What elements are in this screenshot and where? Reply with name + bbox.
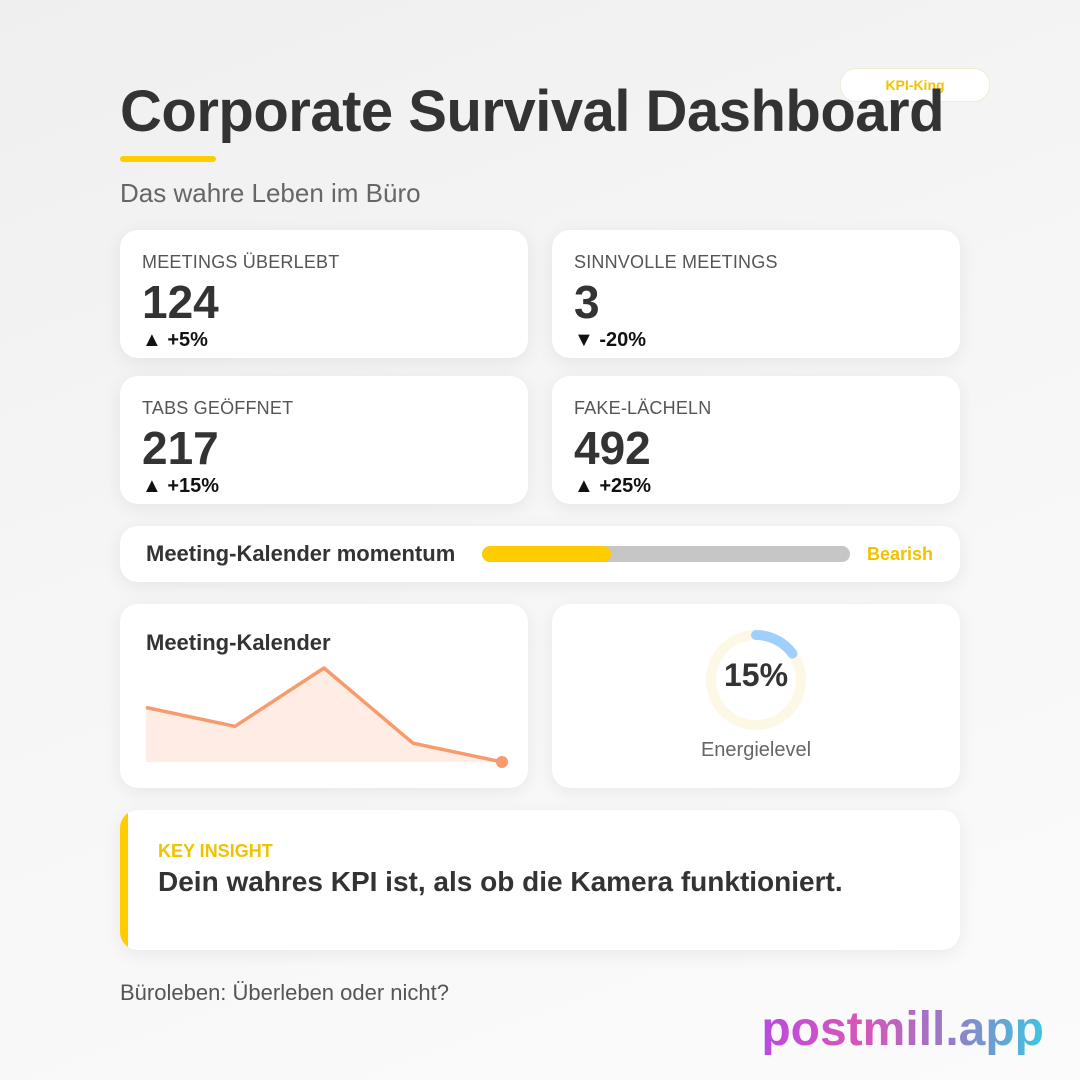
footer-text: Büroleben: Überleben oder nicht? [120,980,450,1005]
gauge-arc [706,630,806,730]
title-underline [120,156,216,162]
kpi-king-badge: KPI-King [840,68,990,102]
sparkline-area [146,668,502,762]
insight-text: Dein wahres KPI ist, als ob die Kamera f… [158,866,843,897]
kpi-value: 124 [142,276,219,328]
momentum-status: Bearish [866,544,933,564]
gauge-value: 15% [723,657,789,693]
energy-gauge-card: 15% Energielevel [552,604,960,788]
kpi-value: 3 [574,276,600,328]
momentum-card: Meeting-Kalender momentum Bearish [120,526,960,582]
kpi-label: SINNVOLLE MEETINGS [574,252,778,272]
kpi-card-meetings-survived: MEETINGS ÜBERLEBT 124 ▲ +5% [120,230,528,358]
sparkline-line [145,666,503,764]
kpi-label: MEETINGS ÜBERLEBT [142,252,340,272]
energy-donut-gauge [706,630,806,730]
kpi-label: TABS GEÖFFNET [142,398,294,418]
brand-logo[interactable]: postmill.app [761,1003,1044,1056]
momentum-progress-track [482,546,850,562]
insight-accent-bar [120,810,128,950]
kpi-value: 217 [142,422,219,474]
kpi-card-fake-smiles: FAKE-LÄCHELN 492 ▲ +25% [552,376,960,504]
kpi-card-meaningful-meetings: SINNVOLLE MEETINGS 3 ▼ -20% [552,230,960,358]
meeting-calendar-chart-card: Meeting-Kalender [120,604,528,788]
momentum-label: Meeting-Kalender momentum [146,541,456,566]
chart-title: Meeting-Kalender [146,630,331,655]
kpi-delta: ▲ +25% [574,475,652,497]
insight-label: KEY INSIGHT [158,841,273,861]
key-insight-card: KEY INSIGHT Dein wahres KPI ist, als ob … [120,810,960,950]
kpi-value: 492 [574,422,651,474]
kpi-delta: ▲ +5% [142,329,208,351]
kpi-delta: ▼ -20% [574,329,647,351]
kpi-label: FAKE-LÄCHELN [574,398,712,418]
momentum-progress-fill [482,546,611,562]
gauge-label: Energielevel [700,739,812,761]
kpi-card-tabs-open: TABS GEÖFFNET 217 ▲ +15% [120,376,528,504]
page-title: Corporate Survival Dashboard [120,79,945,144]
meeting-calendar-sparkline [145,666,508,768]
page-subtitle: Das wahre Leben im Büro [120,178,421,208]
kpi-delta: ▲ +15% [142,475,220,497]
sparkline-end-point [496,756,508,768]
